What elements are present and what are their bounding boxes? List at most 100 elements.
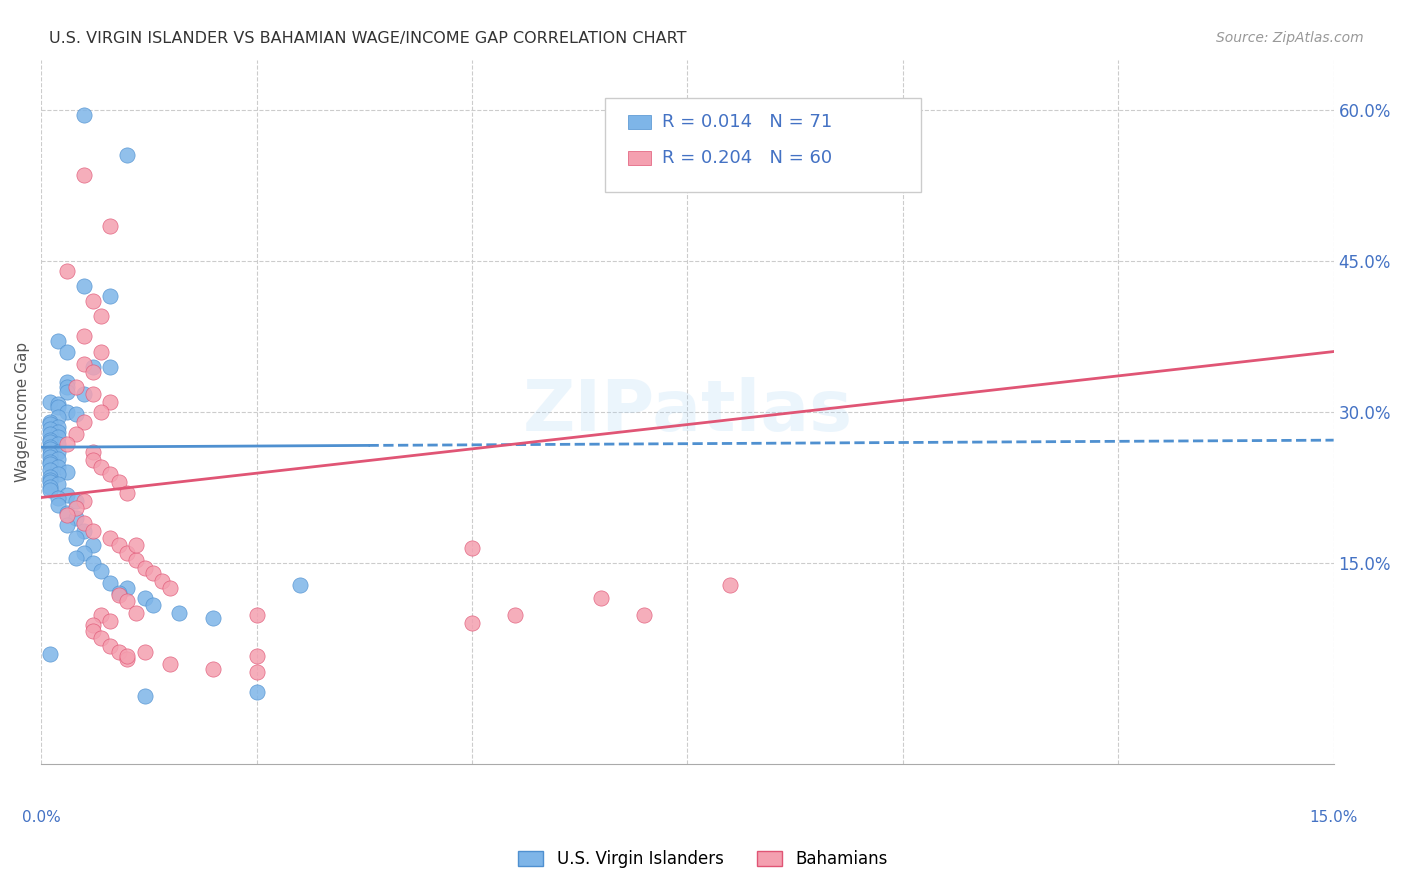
Text: 0.0%: 0.0% <box>21 810 60 824</box>
Point <box>82 445 104 459</box>
Point <box>46 437 69 451</box>
Point <box>82 453 104 467</box>
Point <box>73 169 96 183</box>
Point <box>117 648 139 663</box>
Point <box>107 538 129 552</box>
Point <box>38 450 60 465</box>
Point <box>65 510 87 524</box>
Point <box>90 344 112 359</box>
Point <box>56 264 79 278</box>
Point <box>56 508 79 522</box>
Point <box>125 553 148 567</box>
Point <box>65 531 87 545</box>
Point <box>38 433 60 447</box>
Point <box>56 506 79 520</box>
Point <box>65 427 87 442</box>
Point <box>90 310 112 324</box>
Point <box>142 566 165 580</box>
Point <box>65 380 87 394</box>
Point <box>46 452 69 467</box>
Point <box>73 329 96 343</box>
Point <box>46 425 69 439</box>
Point <box>46 498 69 512</box>
Point <box>82 294 104 309</box>
Legend: U.S. Virgin Islanders, Bahamians: U.S. Virgin Islanders, Bahamians <box>512 844 894 875</box>
Point <box>82 387 104 401</box>
Point <box>117 581 139 595</box>
Point <box>38 442 60 457</box>
Point <box>150 574 173 588</box>
Point <box>46 409 69 424</box>
Point <box>73 546 96 560</box>
Point <box>167 607 190 621</box>
Point <box>98 289 121 303</box>
Point <box>46 467 69 482</box>
Point <box>125 607 148 621</box>
Point <box>38 440 60 454</box>
Point <box>82 365 104 379</box>
Point <box>38 415 60 429</box>
Point <box>98 219 121 233</box>
Point <box>82 524 104 538</box>
Point <box>245 648 267 663</box>
Point <box>142 599 165 613</box>
Point <box>98 531 121 545</box>
Text: R = 0.204   N = 60: R = 0.204 N = 60 <box>662 149 832 167</box>
Point <box>73 357 96 371</box>
Point <box>46 400 69 414</box>
Point <box>107 588 129 602</box>
Point <box>65 550 87 565</box>
Point <box>56 487 79 501</box>
Point <box>134 644 156 658</box>
Point <box>90 608 112 623</box>
Text: 15.0%: 15.0% <box>1309 810 1358 824</box>
Point <box>90 405 112 419</box>
Point <box>461 541 484 555</box>
Point <box>38 474 60 488</box>
Point <box>65 407 87 421</box>
Point <box>107 586 129 600</box>
Point <box>117 485 139 500</box>
Point <box>38 395 60 409</box>
Point <box>46 477 69 491</box>
Point <box>38 463 60 477</box>
Point <box>38 417 60 431</box>
Point <box>117 651 139 665</box>
Point <box>38 470 60 484</box>
Point <box>202 662 225 676</box>
Point <box>38 647 60 661</box>
Point <box>503 608 526 623</box>
Point <box>134 689 156 703</box>
Point <box>46 397 69 411</box>
Point <box>46 334 69 349</box>
Y-axis label: Wage/Income Gap: Wage/Income Gap <box>15 342 30 482</box>
Point <box>98 395 121 409</box>
Point <box>117 148 139 162</box>
Point <box>461 616 484 631</box>
Point <box>73 516 96 530</box>
Point <box>82 618 104 632</box>
Point <box>107 475 129 490</box>
Point <box>73 493 96 508</box>
Point <box>73 108 96 122</box>
Point <box>46 445 69 459</box>
Point <box>159 657 181 671</box>
Point <box>46 430 69 444</box>
Point <box>65 500 87 515</box>
Point <box>38 455 60 469</box>
Point <box>56 517 79 532</box>
Point <box>98 576 121 591</box>
Point <box>73 387 96 401</box>
Point <box>46 420 69 434</box>
Point <box>720 578 742 592</box>
Point <box>82 359 104 374</box>
Point <box>98 467 121 482</box>
Point <box>591 591 613 606</box>
Point <box>82 538 104 552</box>
Point <box>245 665 267 679</box>
Point <box>38 422 60 436</box>
Point <box>82 624 104 639</box>
Point <box>134 591 156 606</box>
Point <box>56 384 79 399</box>
Point <box>38 458 60 472</box>
